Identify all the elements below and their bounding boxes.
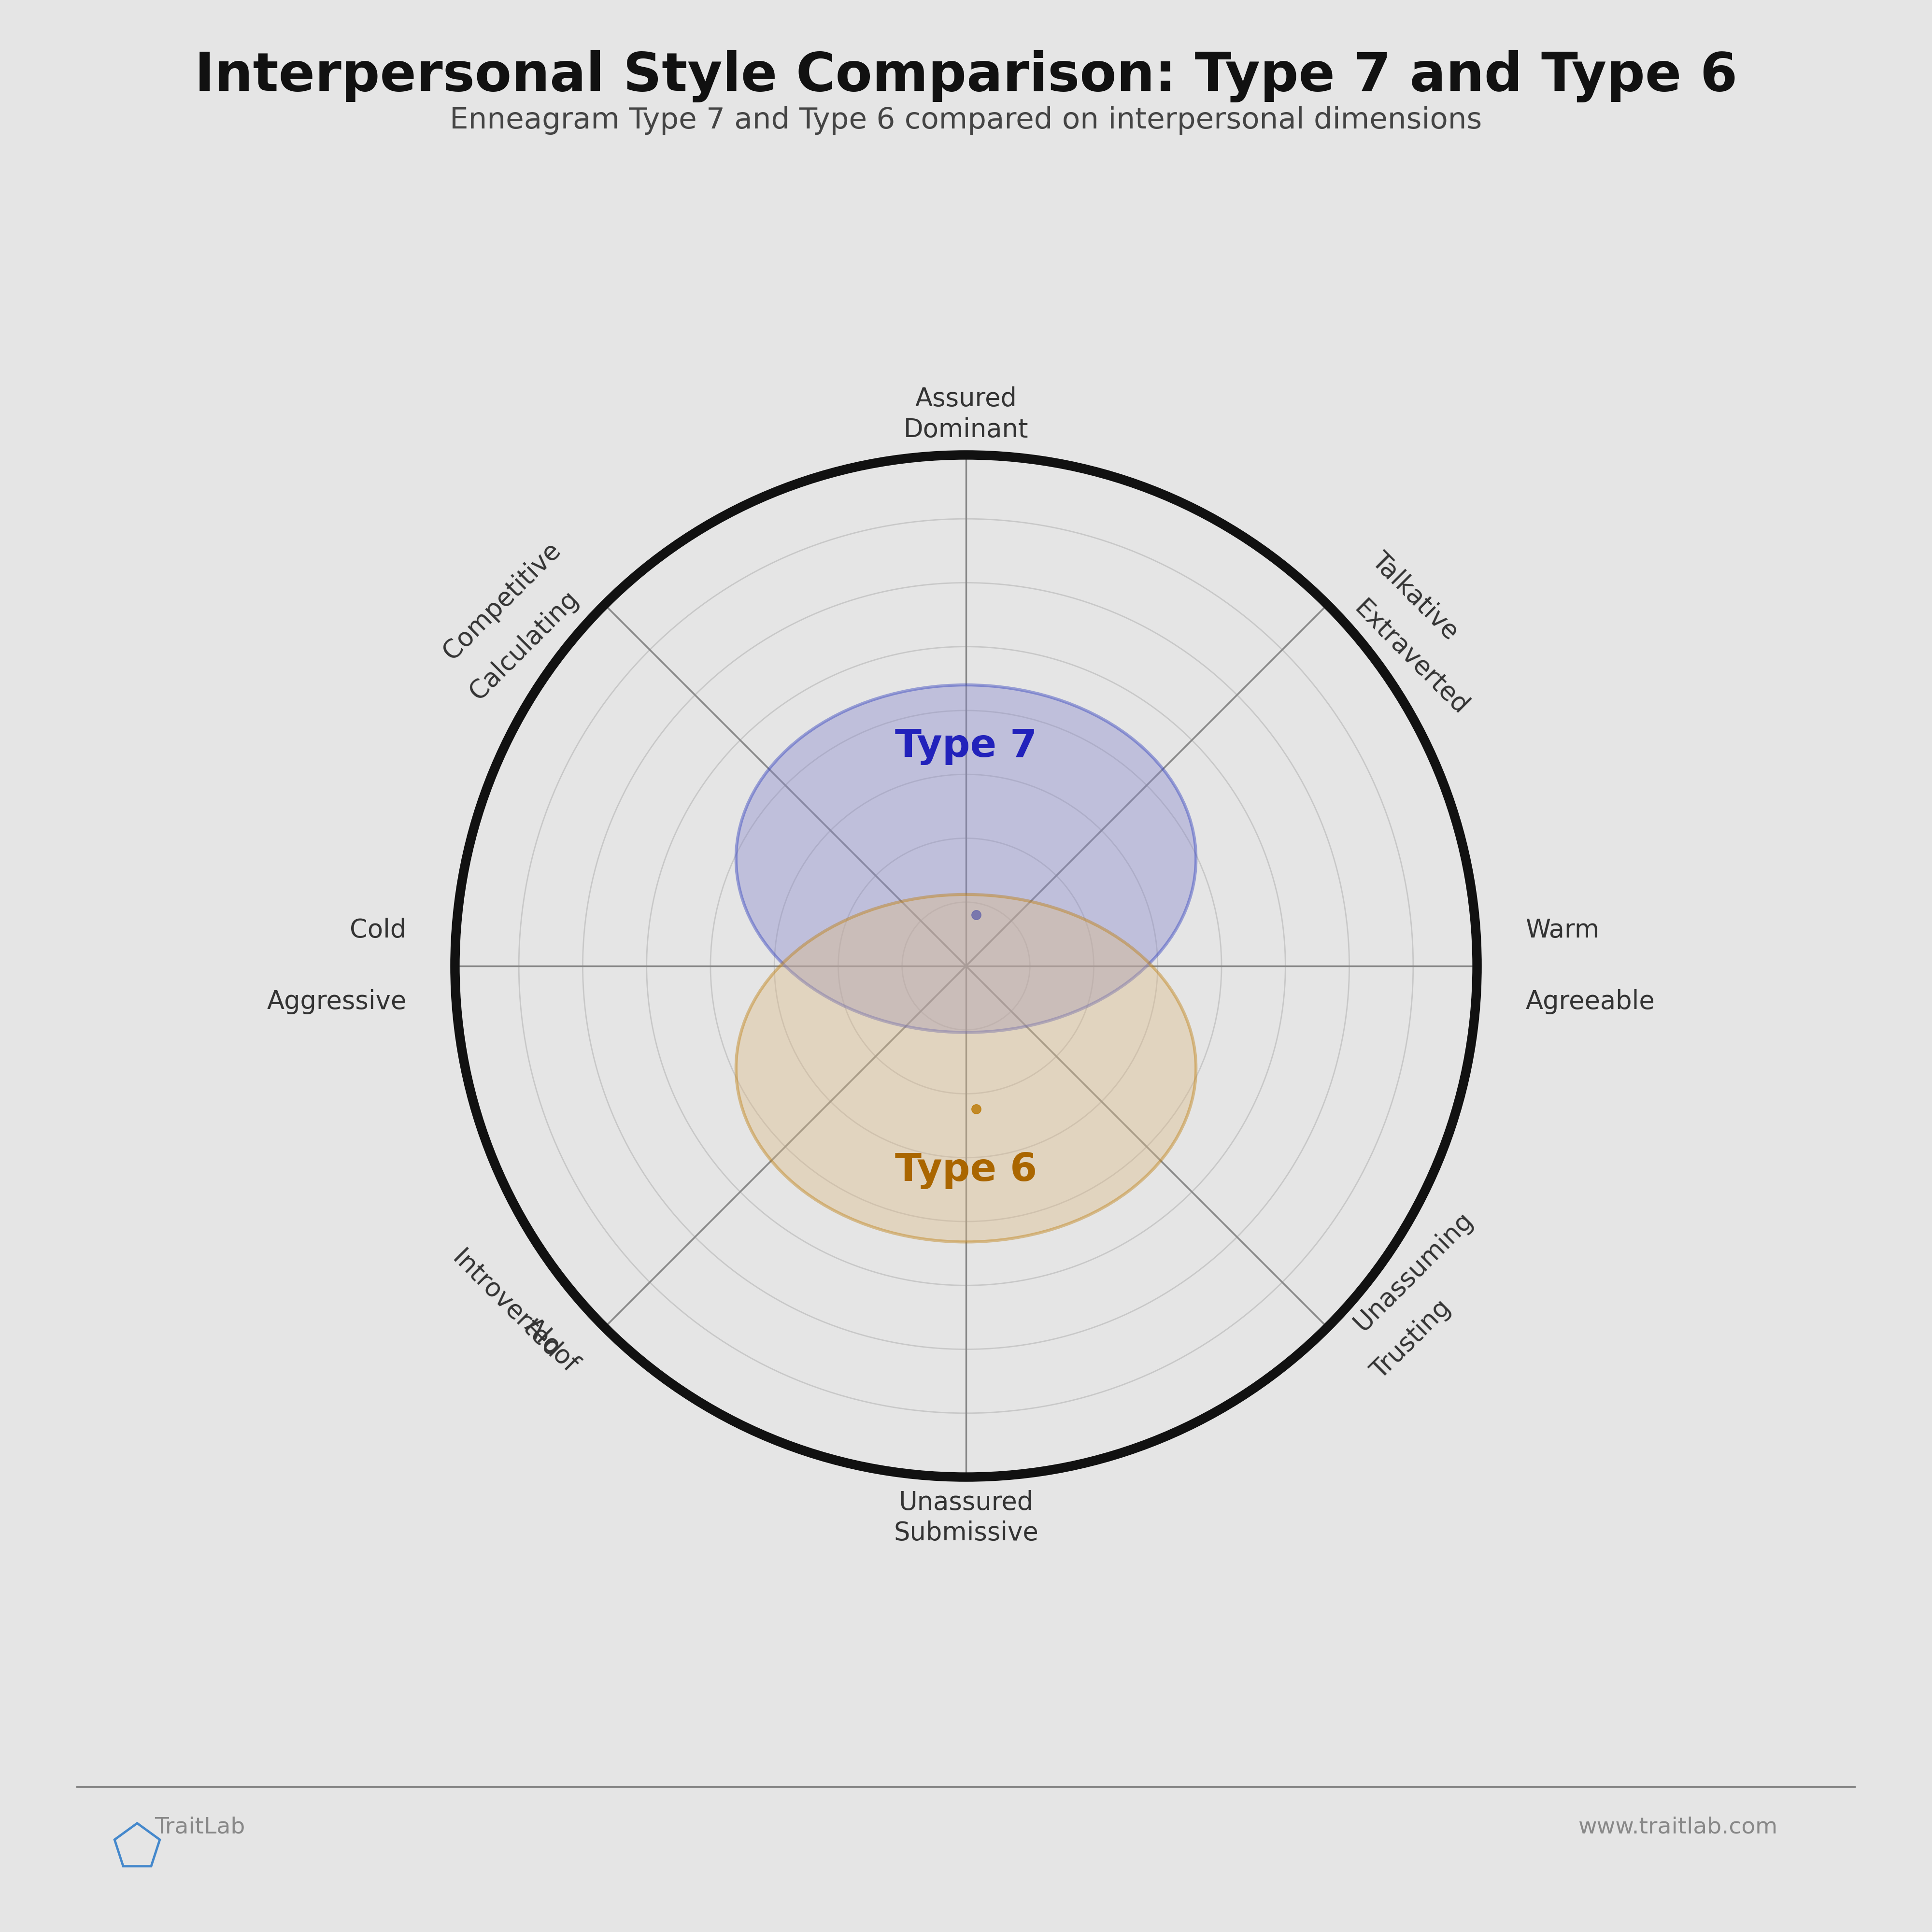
Text: Aggressive: Aggressive [267, 989, 406, 1014]
Text: Type 6: Type 6 [895, 1151, 1037, 1190]
Text: Interpersonal Style Comparison: Type 7 and Type 6: Interpersonal Style Comparison: Type 7 a… [195, 50, 1737, 102]
Text: Cold: Cold [350, 918, 406, 943]
Text: Unassured: Unassured [898, 1490, 1034, 1515]
Text: Trusting: Trusting [1366, 1294, 1455, 1383]
Text: Unassuming: Unassuming [1349, 1208, 1478, 1335]
Text: www.traitlab.com: www.traitlab.com [1578, 1816, 1777, 1837]
Ellipse shape [736, 686, 1196, 1032]
Text: Type 7: Type 7 [895, 728, 1037, 765]
Text: Enneagram Type 7 and Type 6 compared on interpersonal dimensions: Enneagram Type 7 and Type 6 compared on … [450, 106, 1482, 135]
Text: Dominant: Dominant [904, 417, 1028, 442]
Text: Aloof: Aloof [520, 1314, 583, 1378]
Text: TraitLab: TraitLab [155, 1816, 245, 1837]
Text: Introverted: Introverted [448, 1246, 566, 1364]
Text: Competitive: Competitive [439, 537, 566, 665]
Text: Extraverted: Extraverted [1349, 597, 1472, 721]
Text: Talkative: Talkative [1366, 549, 1463, 645]
Text: Submissive: Submissive [895, 1520, 1037, 1546]
Ellipse shape [736, 895, 1196, 1242]
Text: Calculating: Calculating [464, 585, 583, 705]
Text: Agreeable: Agreeable [1526, 989, 1656, 1014]
Text: Warm: Warm [1526, 918, 1600, 943]
Text: Assured: Assured [916, 386, 1016, 412]
